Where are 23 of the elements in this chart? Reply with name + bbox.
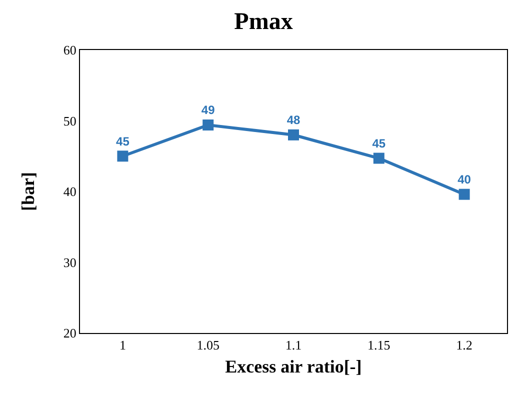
x-axis-title: Excess air ratio[-] — [225, 356, 362, 377]
x-tick-label: 1.2 — [456, 338, 472, 353]
y-tick-label: 50 — [63, 113, 76, 128]
point — [117, 150, 128, 162]
point — [202, 120, 214, 130]
data-label: 40 — [458, 172, 472, 186]
data-label: 48 — [286, 113, 300, 128]
point — [458, 188, 470, 200]
chart-title: Pmax — [234, 8, 293, 35]
data-label: 45 — [116, 134, 130, 148]
x-tick-label: 1 — [119, 338, 126, 353]
x-tick-label: 1.15 — [368, 338, 390, 353]
point — [288, 129, 299, 140]
y-tick-label: 30 — [63, 254, 76, 270]
x-tick-label: 1.05 — [196, 338, 220, 353]
data-label: 45 — [372, 136, 386, 150]
y-tick-label: 40 — [63, 184, 76, 200]
y-axis-title: [bar] — [18, 172, 38, 211]
point — [373, 152, 384, 164]
data-label: 49 — [201, 103, 216, 118]
y-tick-label: 60 — [63, 42, 76, 58]
y-tick-label: 20 — [63, 326, 76, 341]
x-tick-label: 1.1 — [285, 338, 302, 353]
